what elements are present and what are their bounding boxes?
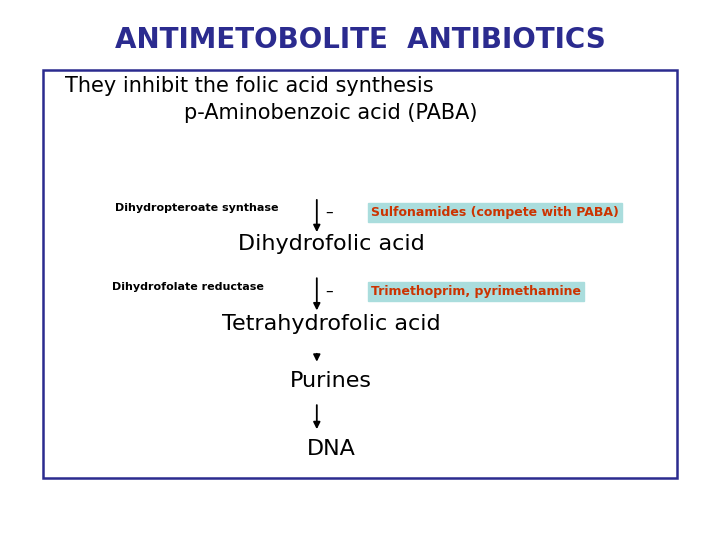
- Text: –: –: [325, 205, 333, 220]
- FancyBboxPatch shape: [43, 70, 677, 478]
- Text: Dihydrofolate reductase: Dihydrofolate reductase: [112, 282, 264, 292]
- Text: Purines: Purines: [290, 370, 372, 391]
- Text: Trimethoprim, pyrimethamine: Trimethoprim, pyrimethamine: [371, 285, 581, 298]
- Text: Dihydrofolic acid: Dihydrofolic acid: [238, 234, 425, 254]
- Text: p-Aminobenzoic acid (PABA): p-Aminobenzoic acid (PABA): [184, 103, 478, 124]
- Text: –: –: [325, 284, 333, 299]
- Text: Tetrahydrofolic acid: Tetrahydrofolic acid: [222, 314, 441, 334]
- Text: Dihydropteroate synthase: Dihydropteroate synthase: [115, 203, 279, 213]
- Text: They inhibit the folic acid synthesis: They inhibit the folic acid synthesis: [65, 76, 433, 97]
- Text: Sulfonamides (compete with PABA): Sulfonamides (compete with PABA): [371, 206, 618, 219]
- Text: DNA: DNA: [307, 439, 356, 460]
- Text: ANTIMETOBOLITE  ANTIBIOTICS: ANTIMETOBOLITE ANTIBIOTICS: [114, 26, 606, 55]
